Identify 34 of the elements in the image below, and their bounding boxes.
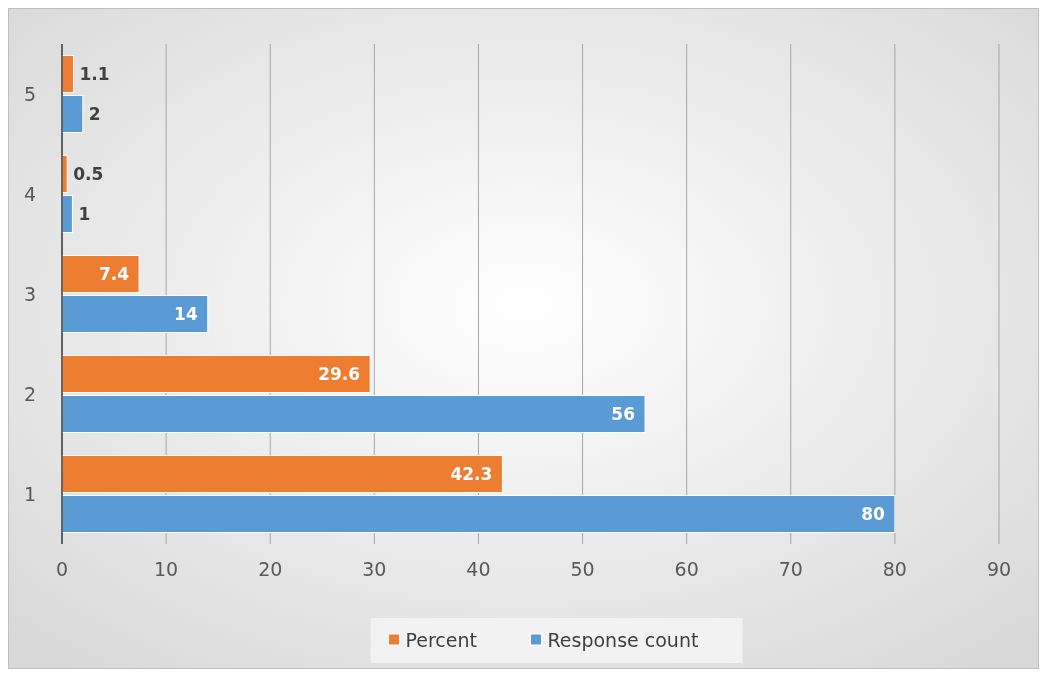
data-label: 7.4 bbox=[98, 263, 130, 284]
bar bbox=[61, 355, 371, 393]
y-tick-label: 5 bbox=[23, 82, 36, 105]
y-tick-label: 4 bbox=[23, 182, 36, 205]
data-label: 1 bbox=[78, 203, 91, 224]
data-label: 29.6 bbox=[318, 363, 361, 384]
data-label: 2 bbox=[88, 103, 101, 124]
bar bbox=[61, 95, 84, 133]
y-tick-label: 1 bbox=[23, 482, 36, 505]
data-label: 14 bbox=[174, 303, 198, 324]
data-label: 1.1 bbox=[79, 63, 110, 84]
x-tick-label: 60 bbox=[674, 558, 699, 580]
bar bbox=[61, 255, 140, 293]
data-label: 42.3 bbox=[450, 463, 493, 484]
x-tick-label: 50 bbox=[570, 558, 595, 580]
x-tick-label: 20 bbox=[258, 558, 283, 580]
data-label: 0.5 bbox=[73, 163, 104, 184]
x-tick-label: 70 bbox=[778, 558, 803, 580]
x-tick-label: 90 bbox=[986, 558, 1012, 580]
data-label: 56 bbox=[611, 403, 636, 424]
x-tick-label: 10 bbox=[154, 558, 179, 580]
data-label: 80 bbox=[861, 503, 886, 524]
bar bbox=[61, 495, 896, 533]
x-tick-label: 30 bbox=[362, 558, 387, 580]
y-tick-label: 2 bbox=[23, 382, 36, 405]
x-tick-label: 0 bbox=[55, 558, 69, 580]
x-tick-label: 80 bbox=[882, 558, 907, 580]
legend-label: Percent bbox=[405, 628, 477, 651]
bar bbox=[61, 295, 209, 333]
legend-label: Response count bbox=[547, 628, 699, 651]
x-tick-label: 40 bbox=[466, 558, 491, 580]
bar bbox=[61, 455, 503, 493]
bar bbox=[61, 395, 646, 433]
y-tick-label: 3 bbox=[23, 282, 36, 305]
